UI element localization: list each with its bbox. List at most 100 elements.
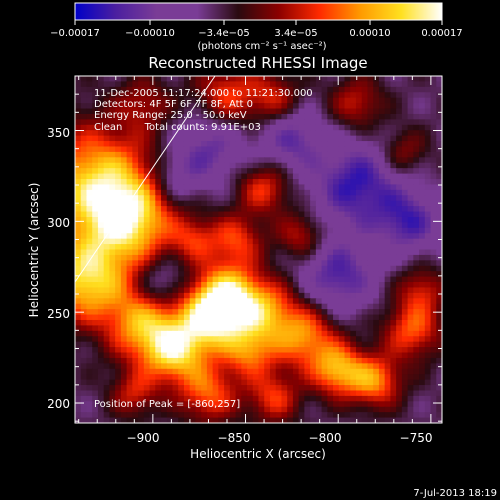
heatmap-cell bbox=[103, 141, 110, 148]
heatmap-cell bbox=[264, 135, 271, 142]
heatmap-cell bbox=[275, 249, 283, 256]
heatmap-cell bbox=[430, 179, 437, 186]
heatmap-cell bbox=[161, 282, 168, 289]
heatmap-cell bbox=[195, 92, 202, 99]
heatmap-cell bbox=[206, 216, 214, 223]
heatmap-cell bbox=[333, 260, 340, 267]
heatmap-cell bbox=[149, 179, 156, 186]
heatmap-cell bbox=[149, 260, 156, 267]
heatmap-cell bbox=[241, 390, 248, 397]
heatmap-cell bbox=[298, 92, 305, 99]
heatmap-cell bbox=[333, 276, 340, 283]
heatmap-cell bbox=[258, 103, 265, 110]
heatmap-cell bbox=[120, 412, 128, 419]
heatmap-cell bbox=[252, 151, 260, 158]
heatmap-cell bbox=[103, 86, 110, 93]
heatmap-cell bbox=[321, 173, 328, 180]
heatmap-cell bbox=[224, 395, 231, 402]
heatmap-cell bbox=[396, 200, 403, 207]
heatmap-cell bbox=[115, 97, 122, 104]
heatmap-cell bbox=[138, 200, 145, 207]
heatmap-cell bbox=[183, 206, 191, 213]
heatmap-cell bbox=[109, 168, 116, 175]
heatmap-cell bbox=[235, 146, 242, 153]
heatmap-cell bbox=[201, 260, 208, 267]
heatmap-cell bbox=[424, 173, 432, 180]
heatmap-cell bbox=[310, 385, 317, 392]
heatmap-cell bbox=[338, 222, 346, 229]
heatmap-cell bbox=[384, 368, 391, 375]
heatmap-cell bbox=[166, 141, 174, 148]
heatmap-cell bbox=[310, 374, 317, 381]
heatmap-cell bbox=[235, 179, 242, 186]
heatmap-cell bbox=[298, 238, 305, 245]
heatmap-cell bbox=[333, 406, 340, 413]
heatmap-cell bbox=[350, 282, 357, 289]
heatmap-cell bbox=[143, 222, 151, 229]
heatmap-cell bbox=[292, 298, 300, 305]
heatmap-cell bbox=[378, 352, 386, 359]
heatmap-cell bbox=[80, 113, 88, 120]
heatmap-cell bbox=[235, 276, 242, 283]
heatmap-cell bbox=[247, 265, 254, 272]
heatmap-cell bbox=[109, 86, 116, 93]
heatmap-cell bbox=[132, 341, 139, 348]
heatmap-cell bbox=[355, 222, 363, 229]
heatmap-cell bbox=[235, 200, 242, 207]
heatmap-cell bbox=[212, 108, 219, 115]
heatmap-cell bbox=[321, 103, 328, 110]
heatmap-cell bbox=[120, 113, 128, 120]
heatmap-cell bbox=[201, 119, 208, 126]
heatmap-cell bbox=[132, 357, 139, 364]
heatmap-cell bbox=[321, 146, 328, 153]
heatmap-cell bbox=[201, 325, 208, 332]
heatmap-cell bbox=[407, 108, 414, 115]
heatmap-cell bbox=[396, 124, 403, 131]
heatmap-cell bbox=[269, 260, 277, 267]
heatmap-cell bbox=[132, 368, 139, 375]
heatmap-cell bbox=[407, 287, 414, 294]
heatmap-cell bbox=[218, 244, 225, 251]
heatmap-cell bbox=[384, 151, 391, 158]
heatmap-cell bbox=[396, 336, 403, 343]
heatmap-cell bbox=[80, 168, 88, 175]
heatmap-cell bbox=[149, 135, 156, 142]
x-tick-label-3: −750 bbox=[400, 431, 433, 445]
heatmap-cell bbox=[132, 314, 139, 321]
heatmap-cell bbox=[355, 379, 363, 386]
heatmap-cell bbox=[292, 412, 300, 419]
heatmap-cell bbox=[281, 238, 288, 245]
heatmap-cell bbox=[298, 216, 305, 223]
heatmap-cell bbox=[155, 227, 162, 234]
heatmap-cell bbox=[224, 390, 231, 397]
heatmap-cell bbox=[333, 417, 340, 423]
heatmap-cell bbox=[229, 146, 237, 153]
heatmap-cell bbox=[384, 287, 391, 294]
heatmap-cell bbox=[350, 130, 357, 137]
heatmap-cell bbox=[189, 200, 197, 207]
heatmap-cell bbox=[258, 168, 265, 175]
heatmap-cell bbox=[321, 276, 328, 283]
heatmap-cell bbox=[155, 319, 162, 326]
heatmap-cell bbox=[126, 173, 133, 180]
heatmap-cell bbox=[361, 227, 369, 234]
heatmap-cell bbox=[229, 374, 237, 381]
colorbar-gradient bbox=[74, 2, 443, 21]
heatmap-cell bbox=[183, 374, 191, 381]
heatmap-cell bbox=[310, 265, 317, 272]
heatmap-cell bbox=[430, 352, 437, 359]
heatmap-cell bbox=[298, 108, 305, 115]
heatmap-cell bbox=[212, 325, 219, 332]
heatmap-cell bbox=[338, 113, 346, 120]
heatmap-cell bbox=[97, 130, 105, 137]
heatmap-cell bbox=[178, 271, 185, 278]
heatmap-cell bbox=[384, 249, 391, 256]
heatmap-cell bbox=[361, 390, 369, 397]
heatmap-cell bbox=[367, 374, 374, 381]
heatmap-cell bbox=[327, 238, 334, 245]
heatmap-cell bbox=[97, 249, 105, 256]
heatmap-cell bbox=[80, 227, 88, 234]
heatmap-cell bbox=[161, 108, 168, 115]
heatmap-cell bbox=[103, 168, 110, 175]
heatmap-cell bbox=[298, 412, 305, 419]
